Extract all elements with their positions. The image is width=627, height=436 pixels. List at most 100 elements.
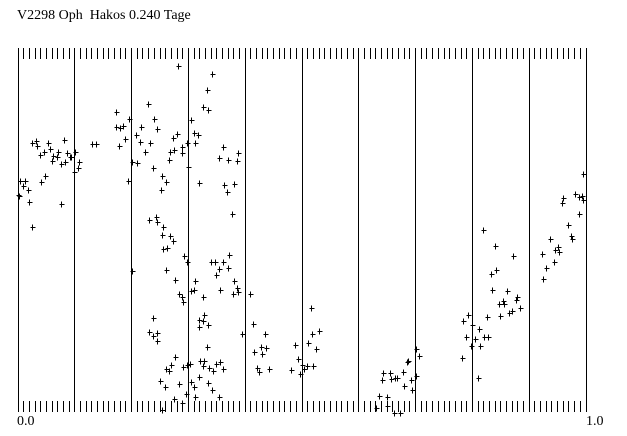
data-point: [134, 132, 140, 139]
data-point: [210, 71, 216, 78]
data-point: [222, 182, 228, 189]
data-point: [306, 340, 312, 347]
data-point: [118, 125, 124, 132]
data-point: [197, 374, 203, 381]
data-point: [185, 362, 191, 369]
data-point: [298, 371, 304, 378]
data-point: [77, 159, 83, 166]
data-point: [139, 124, 145, 131]
data-point: [248, 291, 254, 298]
data-point: [557, 249, 563, 256]
data-point: [59, 161, 65, 168]
data-point: [485, 314, 491, 321]
data-point: [264, 345, 270, 352]
data-point: [470, 322, 476, 329]
data-point: [21, 183, 27, 190]
data-point: [173, 277, 179, 284]
data-point: [117, 143, 123, 150]
data-point: [65, 150, 71, 157]
data-point: [135, 160, 141, 167]
data-point: [202, 312, 208, 319]
data-point: [189, 379, 195, 386]
data-point: [193, 140, 199, 147]
data-point: [167, 157, 173, 164]
data-point: [192, 130, 198, 137]
data-point: [127, 116, 133, 123]
data-point: [498, 313, 504, 320]
data-point: [577, 194, 583, 201]
x-tick-label-1: 1.0: [586, 414, 604, 429]
data-point: [146, 101, 152, 108]
data-point: [260, 351, 266, 358]
data-point: [486, 334, 492, 341]
data-point: [385, 394, 391, 401]
data-point: [201, 363, 207, 370]
data-point: [181, 299, 187, 306]
data-point: [151, 333, 157, 340]
data-point: [205, 87, 211, 94]
data-point: [409, 377, 415, 384]
data-point: [402, 383, 408, 390]
data-point: [182, 253, 188, 260]
data-point: [226, 265, 232, 272]
data-point: [410, 387, 416, 394]
data-point: [227, 252, 233, 259]
data-point: [473, 336, 479, 343]
data-point: [257, 369, 263, 376]
data-point: [213, 259, 219, 266]
data-point: [114, 109, 120, 116]
data-point: [196, 132, 202, 139]
data-point: [389, 376, 395, 383]
data-point: [180, 294, 186, 301]
data-point: [311, 363, 317, 370]
data-point: [206, 380, 212, 387]
data-point: [189, 288, 195, 295]
data-point: [185, 259, 191, 266]
data-point: [43, 173, 49, 180]
data-point: [235, 158, 241, 165]
data-point: [59, 201, 65, 208]
data-point: [515, 294, 521, 301]
data-point: [217, 155, 223, 162]
data-point: [69, 154, 75, 161]
data-point: [169, 362, 175, 369]
data-point: [193, 278, 199, 285]
data-point: [151, 315, 157, 322]
data-point: [236, 289, 242, 296]
data-point: [566, 222, 572, 229]
data-point: [310, 331, 316, 338]
data-point: [158, 378, 164, 385]
data-point: [34, 138, 40, 145]
data-point: [218, 359, 224, 366]
data-point: [511, 253, 517, 260]
data-point: [143, 149, 149, 156]
data-point: [259, 344, 265, 351]
data-point: [548, 236, 554, 243]
data-point: [175, 131, 181, 138]
data-point: [164, 179, 170, 186]
data-point: [18, 178, 24, 185]
data-point: [293, 342, 299, 349]
data-point: [206, 107, 212, 114]
data-point: [72, 169, 78, 176]
data-point: [385, 403, 391, 410]
data-point: [296, 356, 302, 363]
data-point: [197, 324, 203, 331]
data-point: [73, 149, 79, 156]
data-point: [30, 224, 36, 231]
data-point: [155, 219, 161, 226]
data-point: [401, 369, 407, 376]
data-point: [377, 393, 383, 400]
data-point: [406, 358, 412, 365]
data-point: [202, 358, 208, 365]
data-point: [130, 159, 136, 166]
data-point: [167, 368, 173, 375]
data-point: [138, 139, 144, 146]
data-point: [305, 363, 311, 370]
data-point: [210, 387, 216, 394]
data-point: [163, 384, 169, 391]
data-point: [177, 381, 183, 388]
data-point: [302, 366, 308, 373]
data-point: [192, 384, 198, 391]
data-point: [553, 247, 559, 254]
